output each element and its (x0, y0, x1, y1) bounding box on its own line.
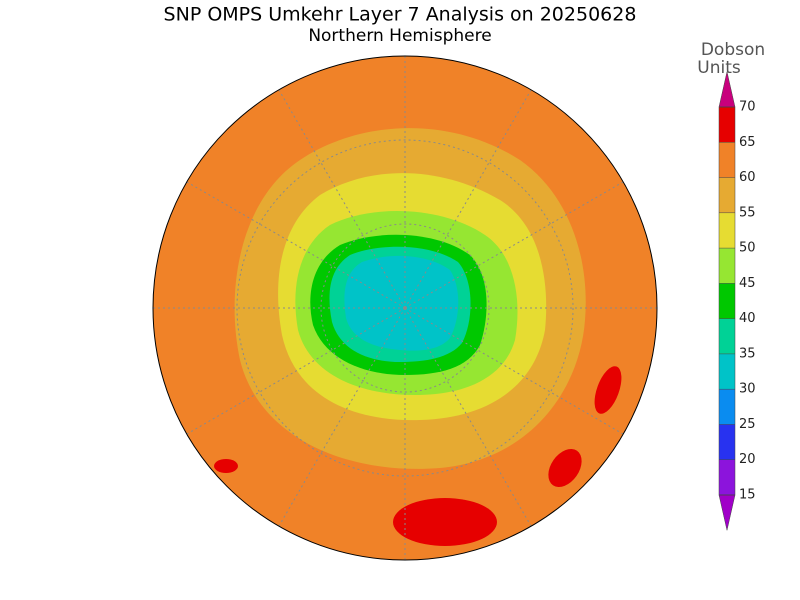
region (393, 498, 497, 546)
colorbar-tick-label: 70 (739, 100, 756, 115)
colorbar-label: Dobson (701, 40, 765, 60)
colorbar-swatch (719, 283, 735, 319)
title: SNP OMPS Umkehr Layer 7 Analysis on 2025… (164, 4, 637, 26)
colorbar-swatch (719, 107, 735, 143)
colorbar-tick-label: 20 (739, 452, 756, 467)
colorbar-tick-label: 65 (739, 135, 756, 150)
colorbar-swatch (719, 318, 735, 354)
colorbar-tick-label: 15 (739, 488, 756, 503)
colorbar-tick-label: 45 (739, 276, 756, 291)
subtitle: Northern Hemisphere (308, 26, 491, 46)
colorbar-swatch (719, 177, 735, 213)
colorbar-swatch (719, 248, 735, 284)
colorbar-label: Units (697, 58, 741, 78)
region (344, 255, 459, 351)
colorbar-swatch (719, 459, 735, 495)
colorbar-swatch (719, 353, 735, 390)
graticule (153, 56, 657, 560)
colorbar-tick-label: 30 (739, 382, 756, 397)
colorbar-swatch (719, 389, 735, 425)
colorbar-swatch (719, 212, 735, 249)
region (548, 449, 582, 487)
colorbar-tick-label: 40 (739, 311, 756, 326)
region (214, 459, 238, 473)
colorbar-tick-label: 35 (739, 346, 756, 361)
colorbar-swatch (719, 142, 735, 178)
colorbar: 15 20 25 30 35 40 45 50 55 60 65 70 (718, 71, 756, 531)
map (153, 56, 657, 560)
colorbar-tick-label: 55 (739, 205, 756, 220)
colorbar-tick-label: 60 (739, 170, 756, 185)
colorbar-swatch (719, 424, 735, 460)
region (594, 366, 622, 414)
colorbar-tick-label: 25 (739, 417, 756, 432)
map-border (152, 55, 658, 561)
colorbar-tick-label: 50 (739, 241, 756, 256)
